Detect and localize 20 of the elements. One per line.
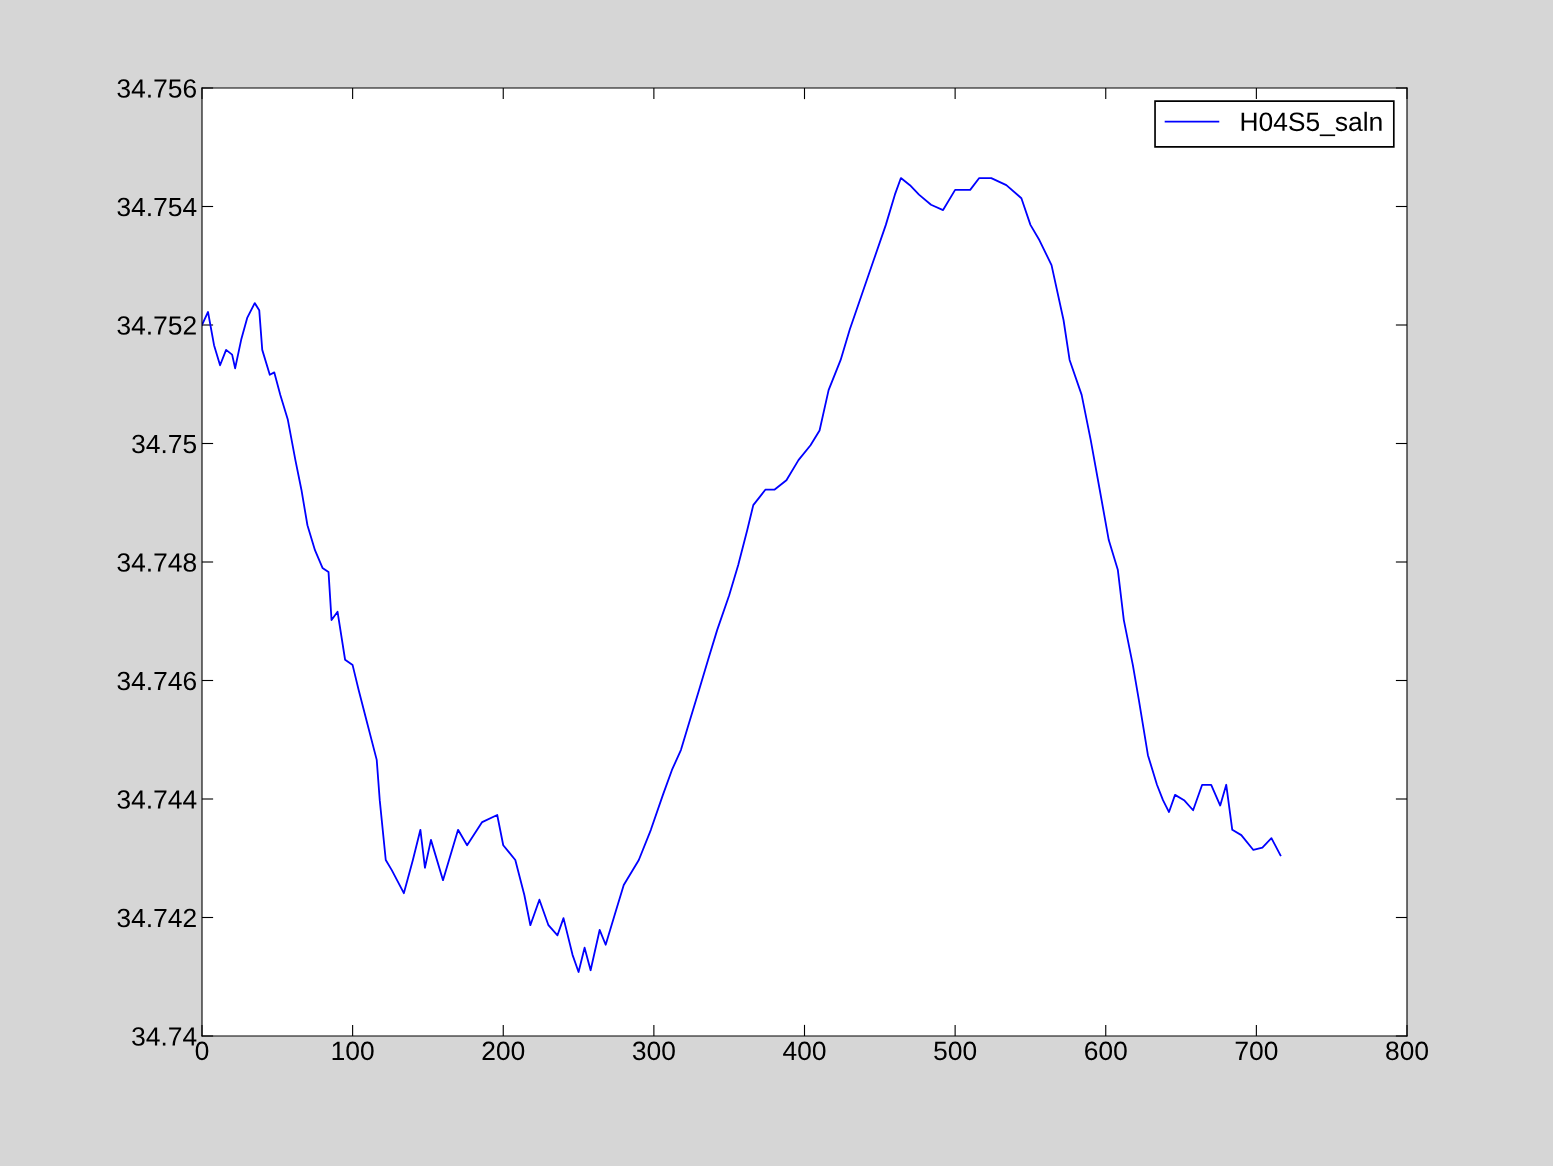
y-tick-label: 34.748 [117,553,196,572]
x-tick-label: 0 [195,1041,209,1061]
x-tick-label: 400 [783,1041,826,1061]
x-tick-label: 300 [632,1041,675,1061]
x-tick-label: 200 [482,1041,525,1061]
legend-label: H04S5_saln [1241,111,1382,137]
y-tick-label: 34.754 [117,197,197,217]
y-tick-label: 34.74 [132,1027,197,1046]
x-tick-label: 700 [1235,1041,1278,1061]
x-tick-label: 100 [332,1041,374,1061]
x-tick-label: 600 [1085,1041,1127,1061]
y-tick-label: 34.75 [132,434,197,454]
y-tick-label: 34.744 [117,790,197,809]
y-tick-label: 34.756 [117,79,196,98]
y-tick-label: 34.746 [117,671,196,691]
x-tick-label: 500 [934,1041,977,1061]
y-tick-label: 34.742 [117,908,196,928]
line-series [202,177,1282,973]
y-tick-label: 34.752 [117,316,196,335]
x-tick-label: 800 [1386,1041,1428,1061]
